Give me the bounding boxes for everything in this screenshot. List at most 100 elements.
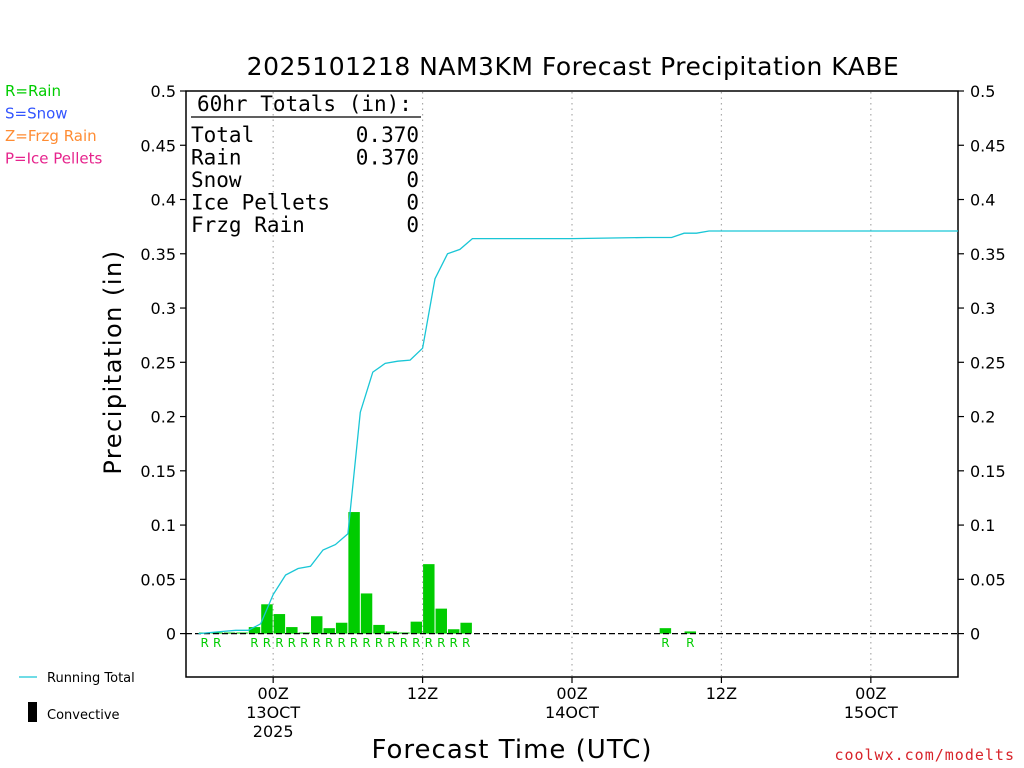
precip-type-label: R bbox=[201, 636, 209, 650]
x-tick-label: 14OCT bbox=[545, 703, 599, 722]
y-tick-label: 0.4 bbox=[151, 191, 176, 210]
precip-type-label: R bbox=[400, 636, 408, 650]
precip-bar bbox=[447, 629, 460, 634]
y-tick-label: 0.45 bbox=[970, 136, 1006, 155]
y-tick-label: 0.25 bbox=[140, 353, 176, 372]
running-total-series bbox=[198, 230, 958, 635]
precip-type-label: R bbox=[437, 636, 445, 650]
y-tick-label: 0.05 bbox=[140, 570, 176, 589]
precip-type-label: R bbox=[450, 636, 458, 650]
totals-box: 60hr Totals (in): Total 0.370 Rain 0.370 Sno… bbox=[191, 92, 421, 237]
convective-key-swatch bbox=[28, 702, 37, 722]
precip-type-label: R bbox=[263, 636, 271, 650]
totals-row-label: Ice Pellets bbox=[191, 191, 330, 215]
y-tick-label: 0.3 bbox=[151, 299, 176, 318]
y-axis-right: 0 0.05 0.1 0.15 0.2 0.25 0.3 0.35 0.4 0.45 0.5 bbox=[958, 82, 1006, 644]
precip-type-label: R bbox=[362, 636, 370, 650]
precip-bar bbox=[360, 593, 373, 634]
x-tick-label: 00Z bbox=[257, 684, 288, 703]
y-tick-label: 0.2 bbox=[970, 408, 995, 427]
precip-bar bbox=[423, 564, 435, 634]
totals-row-value: 0.370 bbox=[356, 146, 419, 170]
x-tick-label: 15OCT bbox=[844, 703, 898, 722]
precip-type-label: R bbox=[462, 636, 470, 650]
totals-row-value: 0 bbox=[406, 168, 419, 192]
precip-type-label: R bbox=[300, 636, 308, 650]
x-tick-label: 00Z bbox=[556, 684, 587, 703]
totals-row-label: Total bbox=[191, 123, 254, 147]
convective-key-label: Convective bbox=[47, 708, 120, 723]
precip-type-label: R bbox=[337, 636, 345, 650]
totals-row-label: Rain bbox=[191, 146, 242, 170]
precip-type-label: R bbox=[325, 636, 333, 650]
y-tick-label: 0.15 bbox=[970, 462, 1006, 481]
gridlines bbox=[272, 92, 872, 676]
x-tick-label: 00Z bbox=[855, 684, 886, 703]
precip-type-label: R bbox=[686, 636, 694, 650]
y-tick-label: 0.4 bbox=[970, 191, 995, 210]
y-tick-label: 0.3 bbox=[970, 299, 995, 318]
precip-bar bbox=[659, 628, 672, 634]
credit-text: coolwx.com/modelts bbox=[834, 746, 1015, 764]
series-key: Running Total Convective bbox=[19, 671, 135, 723]
precip-bar bbox=[410, 621, 423, 634]
y-tick-label: 0.5 bbox=[970, 82, 995, 101]
precip-type-label: R bbox=[275, 636, 283, 650]
y-axis-left: 0 0.05 0.1 0.15 0.2 0.25 0.3 0.35 0.4 0.45 0.5 bbox=[140, 82, 186, 644]
precip-type-legend: R=Rain S=Snow Z=Frzg Rain P=Ice Pellets bbox=[5, 82, 102, 168]
y-tick-label: 0 bbox=[970, 625, 980, 644]
totals-row-value: 0 bbox=[406, 213, 419, 237]
precip-type-label: R bbox=[213, 636, 221, 650]
y-tick-label: 0.25 bbox=[970, 353, 1006, 372]
x-tick-label: 12Z bbox=[407, 684, 438, 703]
precip-type-label: R bbox=[350, 636, 358, 650]
totals-heading: 60hr Totals (in): bbox=[197, 92, 412, 116]
precip-bar bbox=[248, 627, 261, 634]
y-tick-label: 0.45 bbox=[140, 136, 176, 155]
precip-bar bbox=[311, 616, 323, 634]
precip-bar bbox=[348, 512, 360, 634]
y-tick-label: 0.35 bbox=[970, 245, 1006, 264]
precip-bar bbox=[335, 622, 348, 634]
totals-row-value: 0.370 bbox=[356, 123, 419, 147]
type-legend-item: Z=Frzg Rain bbox=[5, 127, 97, 145]
y-axis-label: Precipitation (in) bbox=[99, 249, 127, 474]
precip-type-label: R bbox=[387, 636, 395, 650]
y-tick-label: 0 bbox=[166, 625, 176, 644]
precip-type-label: R bbox=[412, 636, 420, 650]
x-tick-label: 2025 bbox=[253, 722, 294, 741]
precip-bar bbox=[460, 622, 472, 634]
precip-bar bbox=[684, 631, 697, 634]
type-legend-item: R=Rain bbox=[5, 82, 61, 100]
precip-type-label: R bbox=[288, 636, 296, 650]
x-tick-label: 12Z bbox=[706, 684, 737, 703]
precip-type-label: R bbox=[250, 636, 258, 650]
precip-type-label: R bbox=[375, 636, 383, 650]
precip-type-label: R bbox=[313, 636, 321, 650]
totals-row-value: 0 bbox=[406, 191, 419, 215]
totals-row-label: Snow bbox=[191, 168, 242, 192]
precip-bar bbox=[373, 624, 385, 634]
type-legend-item: S=Snow bbox=[5, 105, 68, 123]
precip-bar bbox=[273, 614, 286, 634]
y-tick-label: 0.1 bbox=[970, 516, 995, 535]
x-axis-label: Forecast Time (UTC) bbox=[371, 735, 652, 765]
y-tick-label: 0.1 bbox=[151, 516, 176, 535]
bar-series bbox=[198, 512, 697, 634]
precip-bar bbox=[286, 627, 298, 634]
chart-title: 2025101218 NAM3KM Forecast Precipitation… bbox=[247, 52, 900, 81]
precip-bar bbox=[435, 608, 447, 634]
precip-bar bbox=[261, 604, 273, 634]
y-tick-label: 0.2 bbox=[151, 408, 176, 427]
totals-row-label: Frzg Rain bbox=[191, 213, 305, 237]
type-legend-item: P=Ice Pellets bbox=[5, 150, 102, 168]
y-tick-label: 0.5 bbox=[151, 82, 176, 101]
precip-type-label: R bbox=[425, 636, 433, 650]
y-tick-label: 0.35 bbox=[140, 245, 176, 264]
precip-bar bbox=[323, 628, 335, 634]
y-tick-label: 0.15 bbox=[140, 462, 176, 481]
x-tick-label: 13OCT bbox=[246, 703, 300, 722]
